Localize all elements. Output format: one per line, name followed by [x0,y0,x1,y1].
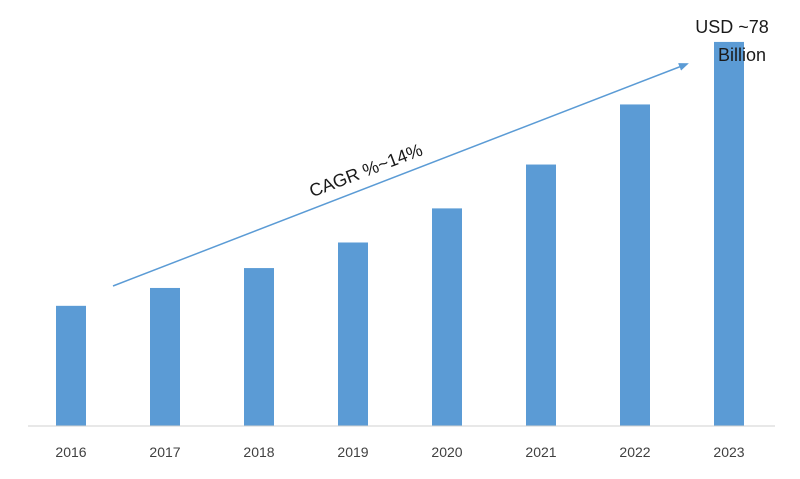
bar-2021 [526,164,556,426]
x-tick-label-2020: 2020 [431,444,462,460]
x-tick-label-2023: 2023 [713,444,744,460]
bar-2023 [714,41,744,426]
bar-2017 [150,287,180,426]
x-tick-label-2021: 2021 [525,444,556,460]
bar-group [56,41,744,426]
cagr-trend-arrow [112,63,689,287]
end-value-label-line1: USD ~78 [695,17,769,37]
bar-2019 [338,242,368,426]
x-tick-label-2022: 2022 [619,444,650,460]
x-tick-label-2017: 2017 [149,444,180,460]
bar-2018 [244,268,274,426]
x-tick-label-2019: 2019 [337,444,368,460]
cagr-label: CAGR %~14% [306,140,425,202]
bar-2016 [56,305,86,426]
end-value-label-line2: Billion [718,45,766,65]
x-tick-label-2016: 2016 [55,444,86,460]
x-tick-labels: 2016 2017 2018 2019 2020 2021 2022 2023 [55,444,744,460]
x-tick-label-2018: 2018 [243,444,274,460]
bar-2020 [432,208,462,426]
bar-2022 [620,104,650,426]
